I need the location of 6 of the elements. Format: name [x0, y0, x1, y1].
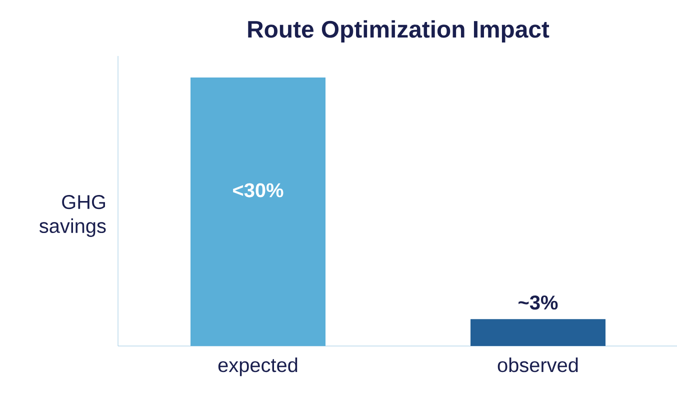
x-tick-label: observed: [498, 358, 578, 372]
data-label: ~3%: [518, 296, 558, 310]
y-axis-title: GHG savings: [39, 195, 106, 237]
x-tick-label: expected: [218, 358, 298, 376]
chart-title: Route Optimization Impact: [248, 20, 550, 43]
data-label: <30%: [233, 183, 284, 198]
